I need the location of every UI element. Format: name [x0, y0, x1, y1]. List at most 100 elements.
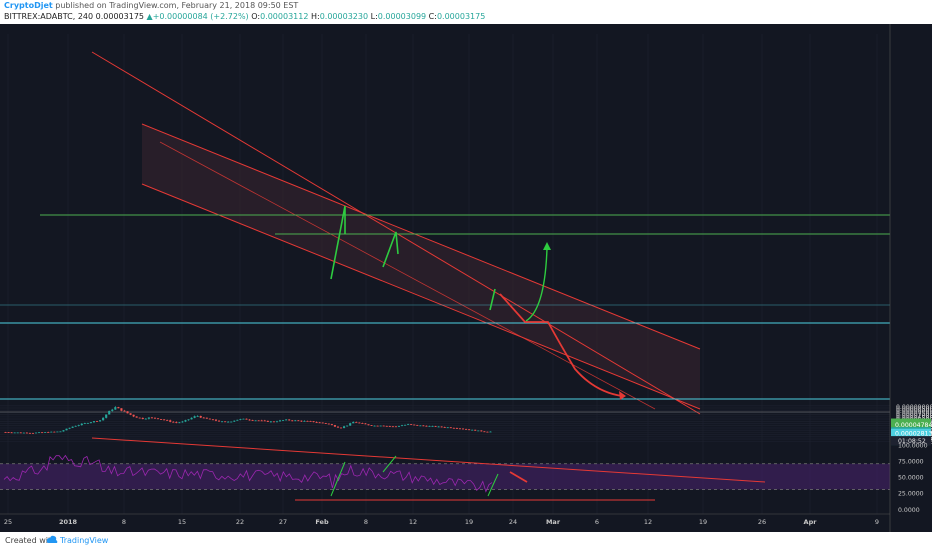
- candle-body: [352, 422, 355, 424]
- candle-body: [400, 425, 404, 427]
- rsi-tick-label: 50.0000: [898, 475, 924, 482]
- candle-body: [227, 421, 230, 423]
- candle-body: [452, 427, 455, 429]
- candle-body: [483, 431, 486, 433]
- tradingview-link[interactable]: TradingView: [60, 536, 109, 545]
- countdown-label: 01:08:52: [898, 438, 926, 445]
- candle-body: [425, 425, 428, 427]
- candle-body: [53, 431, 56, 433]
- candle-body: [346, 425, 349, 427]
- candle-body: [135, 416, 138, 418]
- candle-body: [431, 426, 434, 427]
- candle-body: [382, 425, 385, 427]
- candle-body: [303, 420, 306, 422]
- candle-body: [446, 427, 449, 429]
- candle-body: [489, 431, 492, 433]
- candle-body: [163, 419, 166, 421]
- symbol-label: BITTREX:ADABTC, 240: [4, 12, 94, 21]
- candle-body: [327, 423, 330, 425]
- tradingview-cloud-icon[interactable]: [46, 535, 58, 545]
- candle-body: [224, 421, 227, 423]
- candle-body: [68, 427, 71, 429]
- rsi-pane[interactable]: [0, 437, 890, 501]
- footer-bar: Created with TradingView: [0, 532, 932, 550]
- channel-upper-line[interactable]: [141, 123, 701, 350]
- candle-body: [16, 432, 19, 434]
- candle-body: [324, 423, 327, 424]
- candle-body: [199, 415, 202, 418]
- green-swing-1: [330, 205, 346, 280]
- candle-body: [105, 414, 108, 418]
- author-name[interactable]: CryptoDjet: [4, 1, 53, 10]
- candle-body: [7, 432, 10, 433]
- time-tick-label: 24: [509, 518, 517, 526]
- candle-body: [278, 420, 282, 422]
- time-tick-label: 25: [4, 518, 12, 526]
- candle-body: [92, 421, 96, 423]
- candle-body: [196, 415, 199, 417]
- candle-body: [172, 421, 175, 423]
- price-axis[interactable]: [890, 24, 932, 532]
- candle-body: [19, 432, 22, 434]
- candle-body: [95, 421, 99, 422]
- candle-body: [65, 428, 68, 431]
- candle-body: [312, 421, 315, 423]
- rsi-green-swing-1: [330, 461, 346, 497]
- candle-body: [306, 420, 309, 422]
- candle-body: [175, 422, 178, 423]
- candle-body: [407, 424, 410, 426]
- candle-body: [181, 421, 184, 423]
- rsi-red-projection: [509, 471, 528, 483]
- candle-body: [77, 425, 80, 426]
- level-label: 0.00004784: [895, 422, 932, 429]
- candle-body: [358, 422, 361, 424]
- candle-body: [129, 413, 132, 415]
- candle-body: [83, 423, 86, 424]
- candle-body: [455, 428, 458, 429]
- grid-lines: [0, 34, 890, 514]
- candle-body: [272, 421, 275, 423]
- rsi-trend-line[interactable]: [91, 437, 766, 483]
- candle-body: [471, 429, 474, 431]
- candle-body: [309, 421, 312, 422]
- candle-body: [468, 429, 471, 431]
- annotation-layer[interactable]: [330, 205, 626, 400]
- candle-body: [190, 417, 193, 420]
- candle-body: [376, 425, 379, 427]
- candle-body: [239, 419, 242, 420]
- candle-body: [480, 430, 483, 432]
- candle-body: [62, 430, 65, 432]
- candle-body: [166, 419, 169, 421]
- drawing-layer[interactable]: [0, 51, 890, 415]
- candle-body: [211, 419, 214, 421]
- time-axis[interactable]: 25 2018 8 15 22 27 Feb 8 12 19 24 Mar 6 12 19 26 Apr 9: [4, 518, 879, 526]
- candle-body: [254, 420, 257, 422]
- time-tick-label: 2018: [59, 518, 78, 526]
- candle-body: [373, 425, 376, 427]
- candle-body: [193, 416, 196, 418]
- candle-body: [144, 418, 147, 420]
- candle-body: [178, 422, 181, 424]
- candle-body: [56, 431, 59, 433]
- candle-body: [419, 425, 422, 427]
- candle-body: [266, 420, 269, 422]
- candle-body: [275, 421, 279, 423]
- candle-body: [13, 432, 16, 434]
- candle-body: [294, 420, 297, 422]
- low-value: 0.00003099: [377, 12, 427, 21]
- candle-body: [31, 432, 35, 434]
- chart-area[interactable]: 0.000090000.000085000.000080000.00007500…: [0, 24, 932, 532]
- candle-body: [336, 426, 340, 428]
- rsi-line: [3, 454, 493, 493]
- candle-body: [205, 417, 208, 419]
- level-label: 0.00002813: [895, 431, 932, 438]
- candle-body: [169, 420, 172, 422]
- candle-body: [71, 426, 74, 428]
- green-swing-2: [382, 231, 399, 268]
- channel-lower-line[interactable]: [141, 183, 701, 410]
- candle-body: [184, 420, 187, 422]
- candle-body: [156, 418, 160, 420]
- candle-body: [214, 419, 218, 421]
- rsi-green-swing-3: [487, 473, 499, 497]
- candle-body: [282, 420, 285, 422]
